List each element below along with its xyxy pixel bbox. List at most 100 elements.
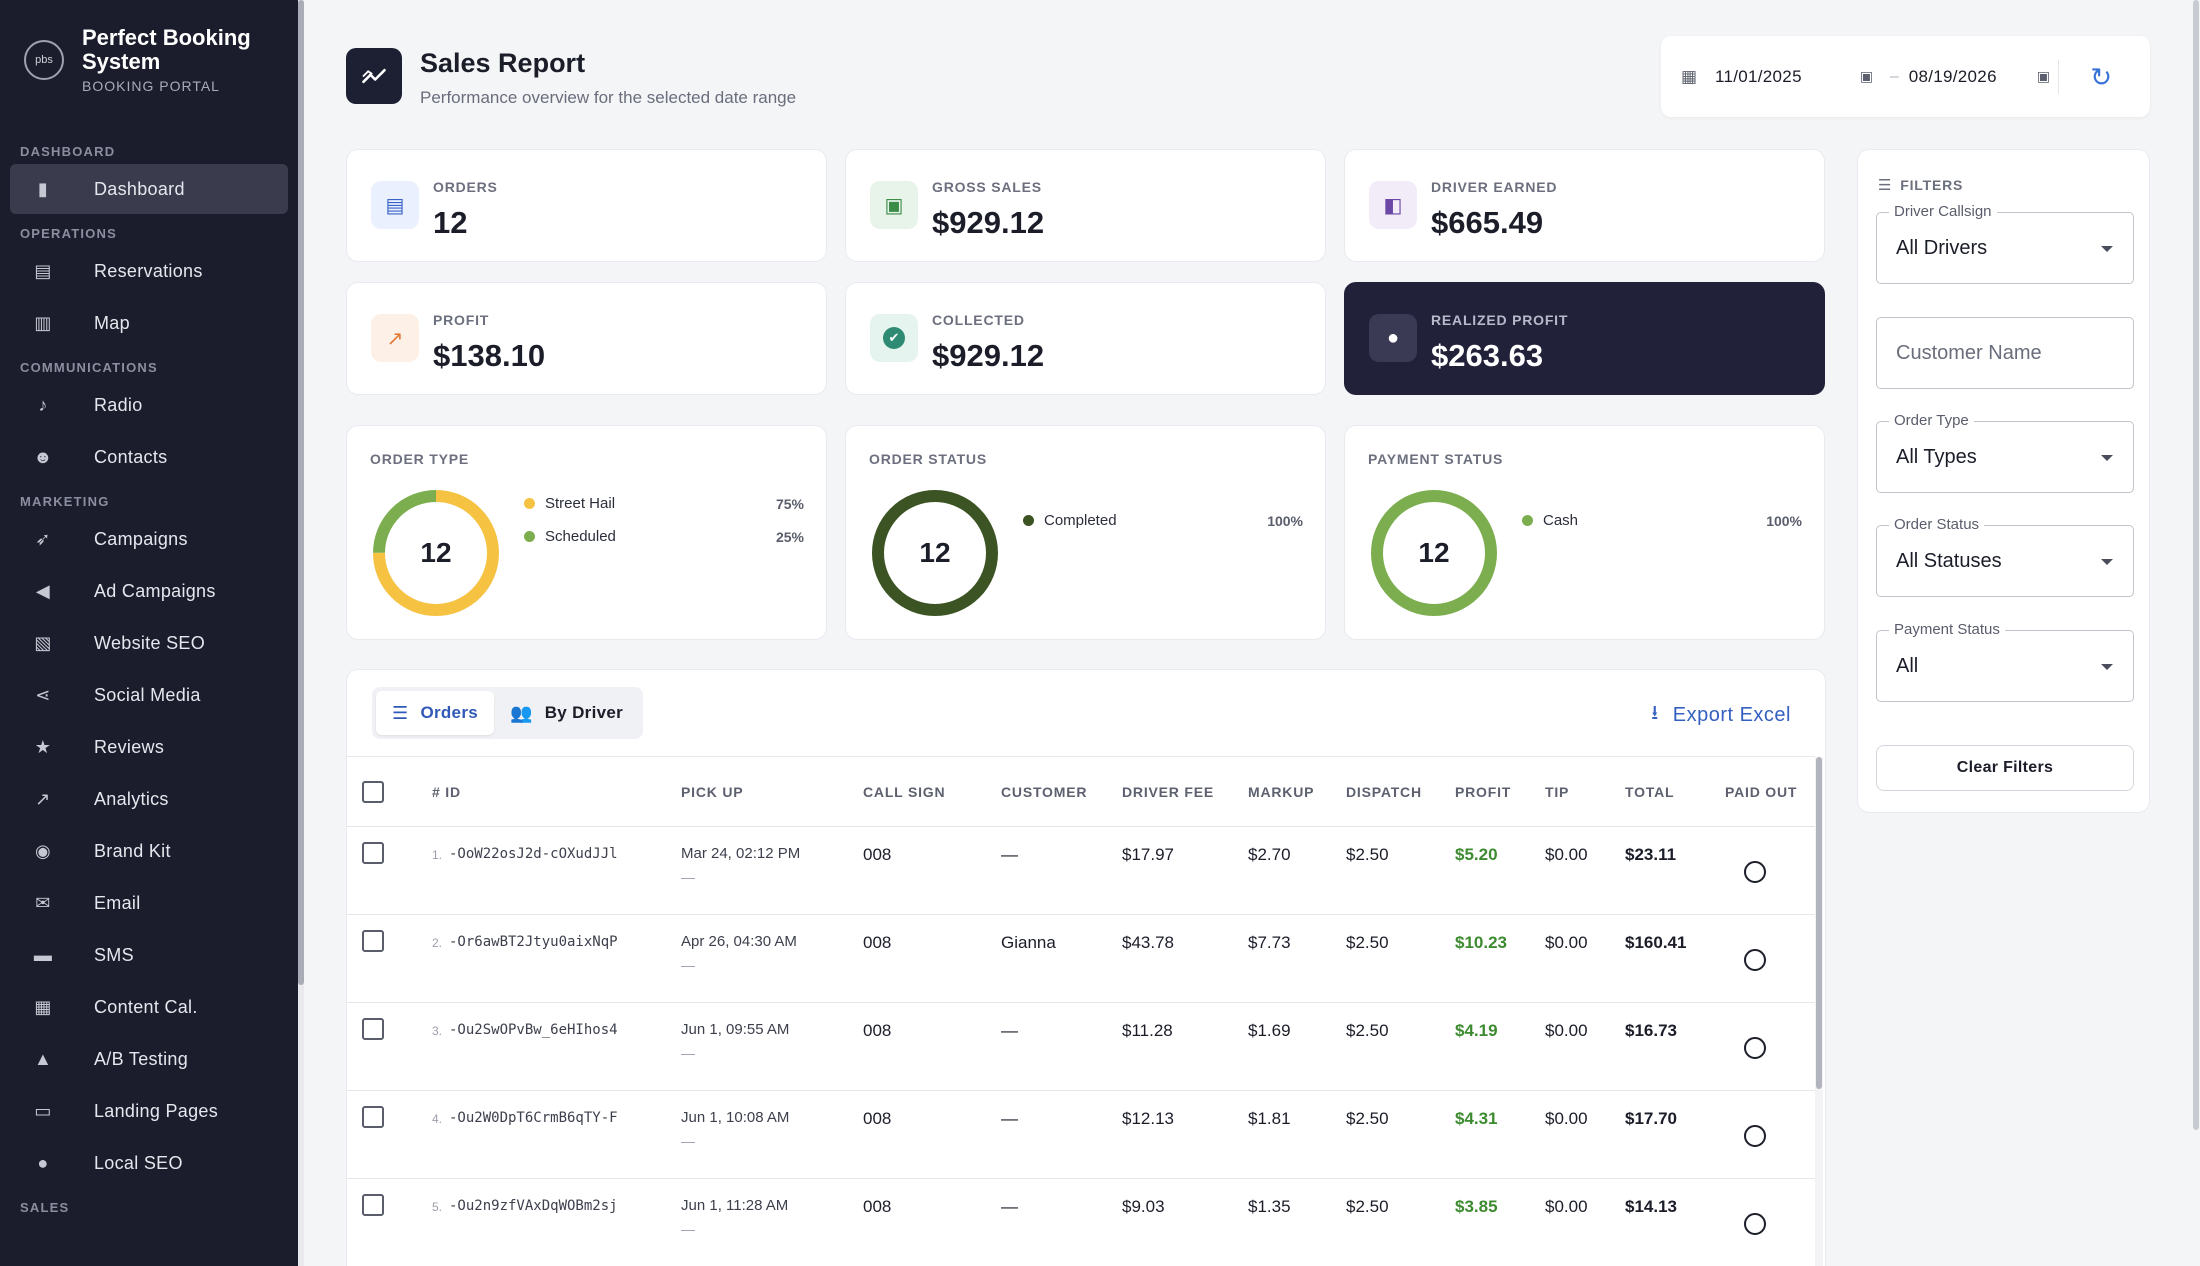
legend-percent: 100%	[1267, 512, 1303, 529]
brand[interactable]: pbs Perfect Booking System BOOKING PORTA…	[0, 0, 298, 96]
order-status-select[interactable]: Order Status All Statuses	[1876, 516, 2134, 597]
row-checkbox[interactable]	[362, 1018, 384, 1040]
sidebar-item-map[interactable]: ▥ Map	[10, 298, 288, 348]
customer-name-input[interactable]: Customer Name	[1876, 317, 2134, 389]
calendar-picker-icon[interactable]: ▣	[1859, 68, 1874, 84]
paid-out-radio[interactable]	[1744, 1125, 1766, 1147]
stat-value: $138.10	[433, 338, 546, 373]
sidebar-item-dashboard[interactable]: ▮ Dashboard	[10, 164, 288, 214]
table-row[interactable]: 4. -Ou2W0DpT6CrmB6qTY-F Jun 1, 10:08 AM — 00…	[347, 1091, 1815, 1179]
row-number: 3.	[432, 1024, 443, 1038]
sidebar-item-content-cal[interactable]: ▦ Content Cal.	[10, 982, 288, 1032]
paid-out-radio[interactable]	[1744, 1213, 1766, 1235]
column-header[interactable]: PROFIT	[1455, 784, 1512, 800]
sidebar-section-label: OPERATIONS	[20, 226, 117, 241]
column-header[interactable]: CUSTOMER	[1001, 784, 1088, 800]
row-checkbox[interactable]	[362, 1194, 384, 1216]
cell-driver-fee: $9.03	[1122, 1197, 1165, 1216]
order-id[interactable]: -Ou2W0DpT6CrmB6qTY-F	[449, 1110, 618, 1126]
column-header[interactable]: TIP	[1545, 784, 1570, 800]
column-header[interactable]: DISPATCH	[1346, 784, 1422, 800]
paid-out-radio[interactable]	[1744, 1037, 1766, 1059]
cell-tip: $0.00	[1545, 1197, 1588, 1216]
paid-out-radio[interactable]	[1744, 949, 1766, 971]
pickup-location: —	[681, 1221, 695, 1237]
palette-icon: ◉	[34, 840, 51, 861]
table-row[interactable]: 3. -Ou2SwOPvBw_6eHIhos4 Jun 1, 09:55 AM — 00…	[347, 1003, 1815, 1091]
donut-total: 12	[919, 537, 951, 568]
column-header[interactable]: CALL SIGN	[863, 784, 946, 800]
donut-slice-completed[interactable]	[872, 490, 998, 616]
column-header[interactable]: MARKUP	[1248, 784, 1315, 800]
sidebar-item-radio[interactable]: ♪ Radio	[10, 380, 288, 430]
pickup-time: Apr 26, 04:30 AM	[681, 933, 797, 950]
table-row[interactable]: 2. -Or6awBT2Jtyu0aixNqP Apr 26, 04:30 AM — 0…	[347, 915, 1815, 1003]
clear-filters-button[interactable]: Clear Filters	[1876, 745, 2134, 791]
stat-card-driver-earned: ◧ DRIVER EARNED $665.49	[1344, 149, 1825, 262]
row-checkbox[interactable]	[362, 842, 384, 864]
sidebar-item-contacts[interactable]: ☻ Contacts	[10, 432, 288, 482]
paid-out-radio[interactable]	[1744, 861, 1766, 883]
page-scrollbar[interactable]	[2192, 0, 2200, 1266]
donut-title: ORDER TYPE	[370, 451, 470, 467]
sidebar-item-a-b-testing[interactable]: ▲ A/B Testing	[10, 1034, 288, 1084]
sidebar-item-reviews[interactable]: ★ Reviews	[10, 722, 288, 772]
donut-slice-scheduled[interactable]	[373, 490, 499, 616]
cell-customer: —	[1001, 1109, 1018, 1128]
sidebar-item-brand-kit[interactable]: ◉ Brand Kit	[10, 826, 288, 876]
order-id[interactable]: -Or6awBT2Jtyu0aixNqP	[449, 934, 618, 950]
column-header[interactable]: DRIVER FEE	[1122, 784, 1215, 800]
calendar-picker-icon[interactable]: ▣	[2036, 68, 2051, 84]
share-icon: ⋖	[35, 684, 51, 705]
check-circle-icon: ✔	[870, 314, 918, 362]
cell-callsign: 008	[863, 933, 892, 952]
sidebar-scrollbar[interactable]	[298, 0, 304, 1266]
column-header[interactable]: PAID OUT	[1725, 784, 1798, 800]
sidebar-nav: DASHBOARD ▮ Dashboard OPERATIONS ▤ Reservatio…	[0, 144, 298, 1216]
driver-callsign-select[interactable]: Driver Callsign All Drivers	[1876, 203, 2134, 284]
column-header[interactable]: TOTAL	[1625, 784, 1675, 800]
order-type-select[interactable]: Order Type All Types	[1876, 412, 2134, 493]
donut-slice-cash[interactable]	[1371, 490, 1497, 616]
sidebar-item-ad-campaigns[interactable]: ◀ Ad Campaigns	[10, 566, 288, 616]
cell-dispatch: $2.50	[1346, 1197, 1389, 1216]
sidebar-item-website-seo[interactable]: ▧ Website SEO	[10, 618, 288, 668]
row-checkbox[interactable]	[362, 930, 384, 952]
donut-chart	[373, 490, 499, 616]
end-date-input[interactable]: 08/19/2026	[1908, 66, 1997, 86]
donut-card-order-type: ORDER TYPE 12 Street Hail 75% Scheduled 25%	[346, 425, 827, 640]
order-id[interactable]: -OoW22osJ2d-cOXudJJl	[449, 846, 618, 862]
column-header[interactable]: PICK UP	[681, 784, 744, 800]
legend-dot	[1522, 515, 1533, 526]
sidebar-item-reservations[interactable]: ▤ Reservations	[10, 246, 288, 296]
select-all-checkbox[interactable]	[362, 781, 384, 803]
people-icon: ☻	[33, 446, 53, 467]
tab-by-driver[interactable]: 👥 By Driver	[494, 691, 639, 735]
table-scrollbar[interactable]	[1815, 757, 1823, 1266]
tab-orders[interactable]: ☰ Orders	[376, 691, 494, 735]
table-row[interactable]: 1. -OoW22osJ2d-cOXudJJl Mar 24, 02:12 PM — 0…	[347, 827, 1815, 915]
row-checkbox[interactable]	[362, 1106, 384, 1128]
sidebar-item-sms[interactable]: ▬ SMS	[10, 930, 288, 980]
column-header[interactable]: # ID	[432, 784, 461, 800]
export-excel-button[interactable]: ⭳ Export Excel	[1651, 698, 1791, 732]
cell-total: $160.41	[1625, 933, 1687, 952]
stat-label: GROSS SALES	[932, 179, 1042, 195]
refresh-icon[interactable]: ↻	[2090, 62, 2112, 92]
payment-status-select[interactable]: Payment Status All	[1876, 621, 2134, 702]
order-id[interactable]: -Ou2SwOPvBw_6eHIhos4	[449, 1022, 618, 1038]
start-date-input[interactable]: 11/01/2025	[1715, 66, 1802, 86]
sidebar-item-social-media[interactable]: ⋖ Social Media	[10, 670, 288, 720]
cell-driver-fee: $43.78	[1122, 933, 1174, 952]
order-id[interactable]: -Ou2n9zfVAxDqWOBm2sj	[449, 1198, 618, 1214]
sidebar-item-analytics[interactable]: ↗ Analytics	[10, 774, 288, 824]
sidebar-item-email[interactable]: ✉ Email	[10, 878, 288, 928]
sidebar-item-campaigns[interactable]: ➶ Campaigns	[10, 514, 288, 564]
sidebar: pbs Perfect Booking System BOOKING PORTA…	[0, 0, 298, 1266]
sidebar-item-local-seo[interactable]: ● Local SEO	[10, 1138, 288, 1188]
stat-value: $929.12	[932, 205, 1045, 240]
trend-icon: ↗	[35, 788, 51, 809]
sidebar-item-landing-pages[interactable]: ▭ Landing Pages	[10, 1086, 288, 1136]
table-row[interactable]: 5. -Ou2n9zfVAxDqWOBm2sj Jun 1, 11:28 AM — 00…	[347, 1179, 1815, 1266]
cell-tip: $0.00	[1545, 933, 1588, 952]
